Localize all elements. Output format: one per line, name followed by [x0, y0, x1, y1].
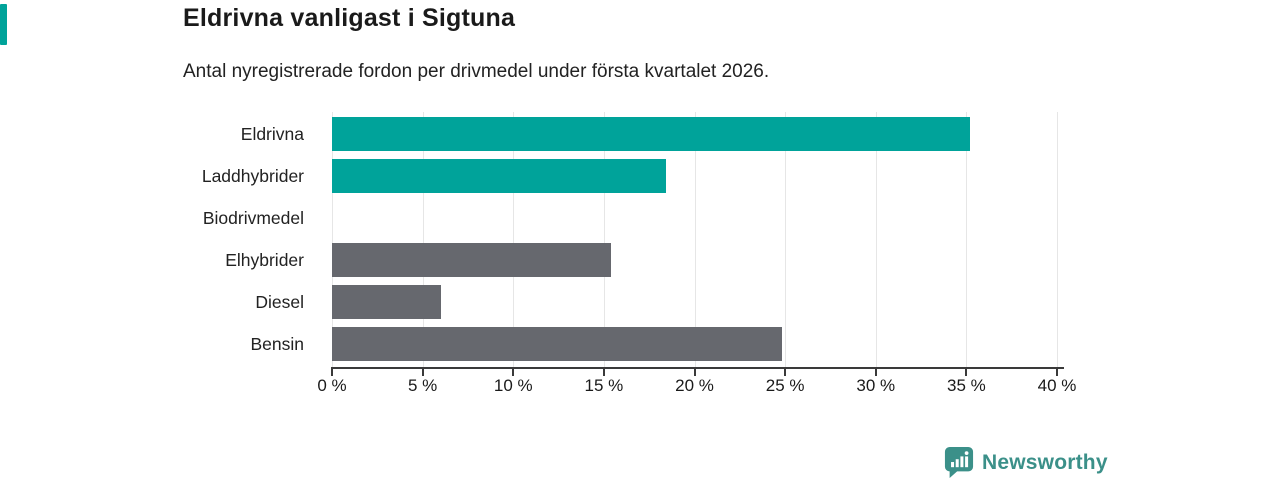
- x-axis-line: [331, 367, 1064, 369]
- gridline-30: [875, 112, 877, 368]
- tick-mark-0: [331, 369, 333, 376]
- bar-diesel: [332, 285, 441, 319]
- gridline-5: [422, 112, 424, 368]
- gridline-40: [1057, 112, 1058, 368]
- tick-mark-15: [602, 369, 605, 376]
- tick-label-0: 0 %: [317, 376, 347, 395]
- bar-eldrivna: [332, 117, 970, 151]
- tick-label-20: 20 %: [675, 376, 714, 395]
- brand-name: Newsworthy: [982, 450, 1108, 474]
- gridline-20: [694, 112, 696, 368]
- tick-mark-20: [693, 369, 696, 376]
- tick-mark-5: [421, 369, 424, 376]
- category-label-biodrivmedel: Biodrivmedel: [202, 208, 304, 228]
- tick-label-30: 30 %: [856, 376, 896, 395]
- bar-elhybrider: [332, 243, 612, 277]
- gridline-35: [966, 112, 968, 368]
- tick-mark-10: [512, 369, 515, 376]
- tick-label-25: 25 %: [765, 376, 805, 395]
- bar-bensin: [332, 327, 782, 361]
- gridline-10: [513, 112, 515, 368]
- category-label-bensin: Bensin: [250, 334, 304, 354]
- category-label-elhybrider: Elhybrider: [225, 250, 304, 270]
- category-label-laddhybrider: Laddhybrider: [201, 166, 304, 186]
- tick-mark-35: [965, 369, 968, 376]
- tick-label-40: 40 %: [1037, 376, 1077, 395]
- category-label-eldrivna: Eldrivna: [240, 124, 304, 144]
- page-title: Eldrivna vanligast i Sigtuna: [183, 4, 516, 32]
- tick-label-15: 15 %: [584, 376, 624, 395]
- newsworthy-brand-link[interactable]: Newsworthy: [944, 446, 1108, 479]
- tick-label-5: 5 %: [407, 376, 438, 395]
- gridline-15: [603, 112, 605, 368]
- gridline-0: [332, 112, 333, 368]
- tick-mark-40: [1056, 369, 1058, 376]
- category-label-diesel: Diesel: [255, 292, 304, 312]
- tick-label-35: 35 %: [947, 376, 986, 395]
- gridline-25: [785, 112, 787, 368]
- accent-bar: [0, 4, 7, 45]
- plot-area: [332, 112, 1058, 368]
- tick-mark-30: [874, 369, 877, 376]
- category-labels: Eldrivna Laddhybrider Biodrivmedel Elhybrid…: [0, 112, 318, 368]
- bar-laddhybrider: [332, 159, 666, 193]
- tick-label-10: 10 %: [493, 376, 533, 395]
- tick-mark-25: [784, 369, 787, 376]
- bar-chart-speech-bubble-icon: [944, 447, 974, 478]
- page-subtitle: Antal nyregistrerade fordon per drivmede…: [183, 61, 770, 82]
